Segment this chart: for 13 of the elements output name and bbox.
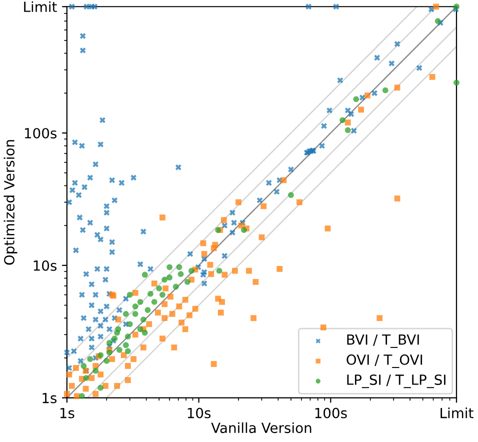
x-tick-label: 100s: [315, 408, 347, 418]
y-axis-title: Optimized Version: [4, 140, 18, 265]
y-tick-label: 100s: [24, 128, 57, 138]
x-tick-label: 10s: [188, 408, 211, 418]
legend-label: OVI / T_OVI: [346, 354, 422, 368]
y-tick-label: Limit: [24, 1, 57, 12]
legend-label: LP_SI / T_LP_SI: [347, 374, 446, 388]
y-tick-label: 1s: [42, 392, 57, 404]
x-tick-label: 1s: [60, 408, 74, 418]
x-axis-title: Vanilla Version: [211, 422, 312, 434]
x-tick-label: Limit: [440, 408, 474, 418]
y-tick-label: 10s: [34, 260, 57, 271]
legend-label: BVI / T_BVI: [347, 334, 419, 348]
